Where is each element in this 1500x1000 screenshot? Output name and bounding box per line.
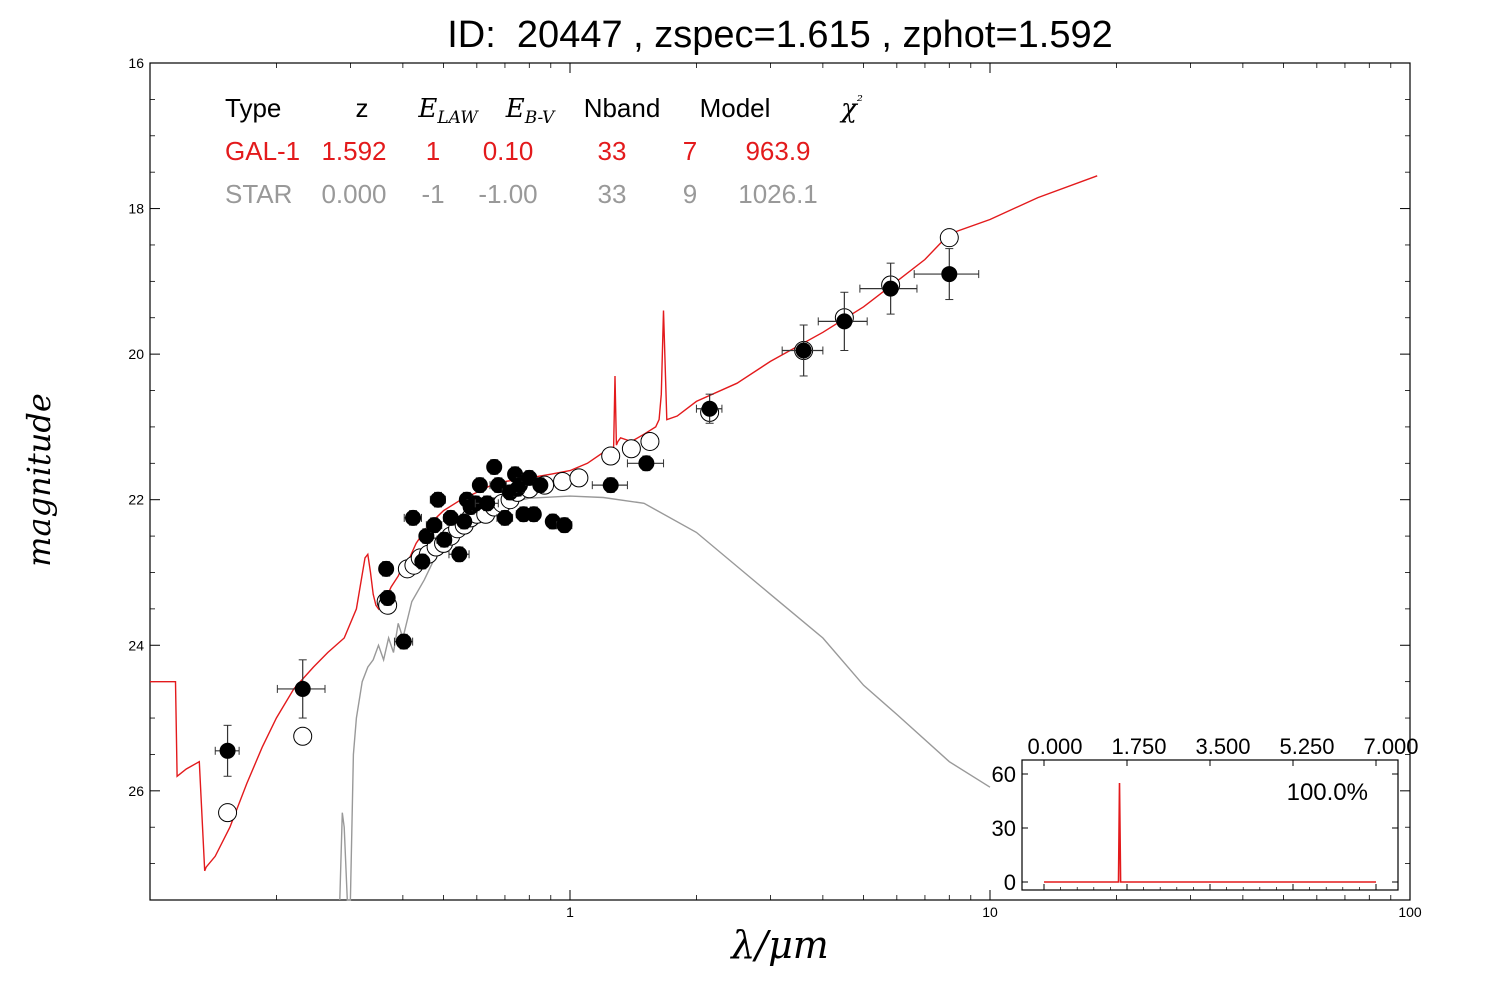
star-model-curve [339,495,991,901]
observed-flux-point [405,509,422,526]
x-tick-label: 10 [982,904,998,920]
inset-y-tick-label: 30 [992,816,1016,841]
observed-flux-point [379,589,396,606]
table-cell-star: 1026.1 [738,179,818,209]
y-tick-label: 26 [128,783,144,799]
observed-flux-point [395,633,412,650]
observed-flux-point [701,400,718,417]
observed-flux-point [414,553,431,570]
observed-flux-point [882,280,899,297]
y-tick-label: 22 [128,492,144,508]
model-flux-point [939,228,959,248]
observed-flux-point [430,491,447,508]
observed-flux-point [442,509,459,526]
table-cell-gal-1: 7 [683,136,697,166]
table-cell-star: -1.00 [478,179,537,209]
observed-flux-point [525,506,542,523]
table-cell-star: STAR [225,179,292,209]
inset-annotation: 100.0% [1287,779,1368,806]
observed-flux-point [532,477,549,494]
inset-x-tick-label: 0.000 [1027,734,1082,759]
observed-flux-point [219,742,236,759]
model-flux-point [218,803,238,823]
y-tick-label: 20 [128,346,144,362]
inset-x-tick-label: 3.500 [1195,734,1250,759]
observed-flux-point [795,342,812,359]
observed-flux-point [456,513,473,530]
observed-flux-point [436,531,453,548]
observed-flux-point [451,546,468,563]
observed-flux-point [496,509,513,526]
table-header-chi2: χ² [839,92,863,124]
table-header-ebv: EB-V [505,94,556,128]
observed-flux-point [941,266,958,283]
table-cell-gal-1: 1 [426,136,440,166]
y-tick-label: 16 [128,55,144,71]
model-flux-point [640,431,660,451]
chart-title: ID: 20447 , zspec=1.615 , zphot=1.592 [447,14,1113,56]
x-tick-label: 1 [566,904,574,920]
table-cell-gal-1: 33 [598,136,627,166]
model-flux-point [621,439,641,459]
table-header-nband: Nband [584,93,661,123]
table-cell-gal-1: GAL-1 [225,136,300,166]
inset-y-tick-label: 60 [992,762,1016,787]
pdz-curve [1044,782,1376,883]
observed-flux-point [556,517,573,534]
table-header-elaw: ELAW [417,94,479,128]
inset-x-tick-label: 7.000 [1363,734,1418,759]
inset-y-tick-label: 0 [1004,870,1016,895]
y-tick-label: 24 [128,637,144,653]
y-axis-label: magnitude [20,393,58,567]
observed-flux-point [638,455,655,472]
table-cell-gal-1: 1.592 [321,136,386,166]
observed-flux-point [836,313,853,330]
observed-flux-point [294,680,311,697]
inset-x-tick-label: 5.250 [1279,734,1334,759]
inset-x-tick-label: 1.750 [1111,734,1166,759]
table-cell-star: 0.000 [321,179,386,209]
table-cell-star: 33 [598,179,627,209]
table-cell-star: -1 [421,179,444,209]
table-header-z: z [356,93,369,123]
table-header-model: Model [700,93,771,123]
observed-flux-point [486,458,503,475]
galaxy-model-curve [150,175,1098,872]
observed-flux-point [378,560,395,577]
table-cell-gal-1: 963.9 [745,136,810,166]
model-flux-point [601,446,621,466]
observed-flux-point [426,517,443,534]
y-tick-label: 18 [128,201,144,217]
observed-flux-point [479,495,496,512]
observed-flux-point [602,477,619,494]
table-header-type: Type [225,93,281,123]
table-cell-star: 9 [683,179,697,209]
observed-flux-point [471,477,488,494]
plot-frame [149,62,1411,901]
model-flux-point [569,468,589,488]
table-cell-gal-1: 0.10 [483,136,534,166]
x-axis-label: λ/μm [729,923,829,967]
model-flux-point [553,472,573,491]
x-tick-label: 100 [1398,904,1422,920]
model-flux-point [293,726,313,746]
